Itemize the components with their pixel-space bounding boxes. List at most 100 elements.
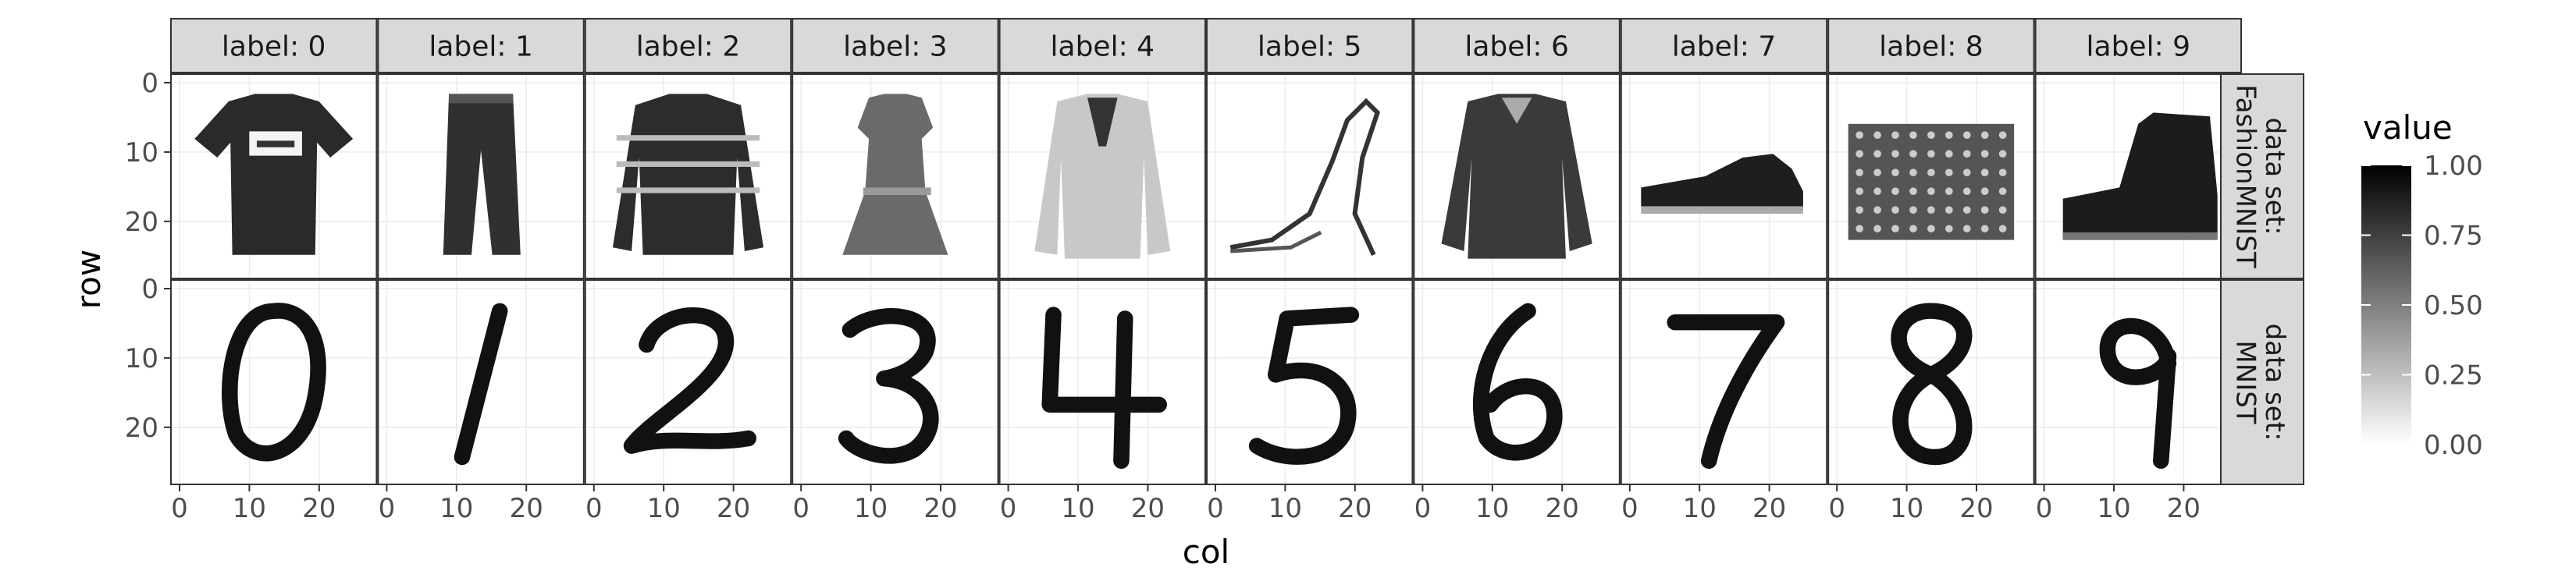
tshirt-print-text — [256, 140, 295, 147]
strip-label-9 — [2034, 18, 2243, 73]
panel-mnist-8 — [1827, 279, 2035, 485]
bag-pattern-dot — [1998, 187, 2007, 196]
panel-image-ankle-boot — [2062, 112, 2218, 240]
panel-border — [998, 279, 1206, 485]
panel-background — [999, 280, 1205, 484]
boot-shape — [2062, 112, 2218, 240]
panel-image-digit-4 — [1041, 307, 1167, 469]
bag-pattern-dot — [1856, 187, 1863, 196]
sneaker-shape — [1641, 154, 1803, 211]
bag-pattern-dot — [1945, 150, 1953, 158]
x-tick-label: 20 — [2167, 493, 2201, 524]
x-tick-label: 0 — [1828, 493, 1845, 524]
x-tick-label: 10 — [233, 493, 266, 524]
color-legend: value 1.00 0.75 0.50 0.25 0.00 — [2361, 108, 2483, 461]
panel-fashion-6 — [1413, 73, 1621, 279]
shirt-neck — [1501, 98, 1532, 124]
dress-belt — [863, 187, 931, 195]
bag-pattern-dot — [1873, 150, 1881, 158]
bag-pattern-dot — [1891, 225, 1899, 233]
bag-pattern-dot — [1962, 150, 1971, 158]
panel-border — [998, 73, 1206, 279]
bag-pattern-dot — [1856, 206, 1863, 214]
panel-image-digit-1 — [454, 303, 508, 466]
panel-mnist-9 — [2034, 279, 2243, 485]
y-tick-label: 20 — [125, 207, 158, 238]
bag-pattern-dot — [1980, 131, 1989, 140]
panel-border — [1620, 73, 1828, 279]
bag-pattern-dot — [1962, 131, 1971, 140]
panel-image-bag — [1848, 123, 2015, 240]
y-tick-label: 0 — [141, 274, 158, 305]
bag-pattern-dot — [1891, 168, 1899, 177]
panel-mnist-2 — [584, 279, 792, 485]
legend-title: value — [2363, 108, 2453, 147]
x-tick-label: 10 — [1683, 493, 1717, 524]
panel-image-shirt — [1441, 94, 1592, 259]
x-tick-label: 20 — [1546, 493, 1579, 524]
bag-pattern-dot — [1909, 187, 1917, 196]
strip-dataset-text: data set:FashionMNIST — [2230, 84, 2290, 268]
strip-dataset-prefix: data set: — [2259, 324, 2290, 441]
x-tick-label: 10 — [1268, 493, 1302, 524]
panel-border — [792, 73, 999, 279]
strip-label-text: label: 3 — [843, 31, 948, 63]
boot-sole — [2062, 232, 2218, 240]
axes: 0 10 20 0 10 20 0 10 20 0 10 20 0 10 20 0 10 20 0 10 20 0 10 20… — [69, 68, 2201, 571]
panel-image-pullover — [612, 94, 764, 255]
bag-shape — [1848, 123, 2015, 240]
strip-label-4 — [998, 18, 1206, 73]
bag-pattern-dot — [1891, 206, 1899, 214]
panel-border — [792, 279, 999, 485]
strip-label-3 — [792, 18, 999, 73]
x-tick-label: 0 — [1414, 493, 1432, 524]
x-tick-label: 20 — [1959, 493, 1993, 524]
digit-8-stroke — [1891, 303, 1973, 466]
y-tick-label: 20 — [125, 413, 158, 444]
panel-image-coat — [1034, 94, 1171, 259]
panel-image-digit-6 — [1472, 303, 1563, 461]
bag-pattern-dot — [1909, 206, 1917, 214]
panel-image-digit-9 — [2099, 317, 2177, 469]
strip-label-6 — [1413, 18, 1621, 73]
legend-tick-label: 0.00 — [2424, 430, 2483, 461]
x-tick-label: 20 — [1131, 493, 1165, 524]
bag-pattern-dot — [1927, 150, 1935, 158]
x-tick-label: 20 — [923, 493, 957, 524]
x-tick-label: 10 — [2097, 493, 2130, 524]
panel-border — [584, 279, 792, 485]
panel-fashion-4 — [998, 73, 1206, 279]
x-tick-label: 0 — [792, 493, 809, 524]
panel-image-digit-5 — [1248, 307, 1360, 465]
panel-image-digit-7 — [1667, 314, 1785, 469]
bag-pattern-dot — [1945, 187, 1953, 196]
strip-dataset-name: FashionMNIST — [2230, 84, 2261, 268]
bag-pattern-dot — [1927, 225, 1935, 233]
bag-pattern-dot — [1998, 131, 2007, 140]
x-axis-title: col — [1183, 533, 1229, 571]
bag-pattern-dot — [1980, 150, 1989, 158]
shirt-shape — [1441, 94, 1592, 259]
panel-mnist-6 — [1413, 279, 1621, 485]
x-tick-label: 0 — [1621, 493, 1638, 524]
digit-5-stroke — [1248, 307, 1360, 465]
digit-0-stroke — [222, 303, 326, 462]
legend-tick-label: 0.75 — [2424, 221, 2483, 252]
x-tick-label: 0 — [2036, 493, 2053, 524]
tshirt-shape — [194, 94, 354, 255]
strip-label-5 — [1206, 18, 1414, 73]
bag-pattern-dot — [1962, 206, 1971, 214]
strip-dataset-MNIST — [2220, 279, 2304, 485]
panel-mnist-4 — [998, 279, 1206, 485]
legend-tick-label: 0.50 — [2424, 290, 2483, 321]
bag-pattern-dot — [1856, 168, 1863, 177]
strip-dataset-name: MNIST — [2230, 340, 2261, 424]
x-tick-label: 10 — [1890, 493, 1923, 524]
panel-image-dress — [842, 94, 948, 255]
bag-pattern-dot — [1998, 168, 2007, 177]
trouser-waist — [449, 94, 514, 104]
panel-fashion-9 — [2034, 73, 2243, 279]
x-tick-label: 0 — [171, 493, 188, 524]
panel-border — [1413, 73, 1621, 279]
trouser-shape — [443, 94, 521, 255]
